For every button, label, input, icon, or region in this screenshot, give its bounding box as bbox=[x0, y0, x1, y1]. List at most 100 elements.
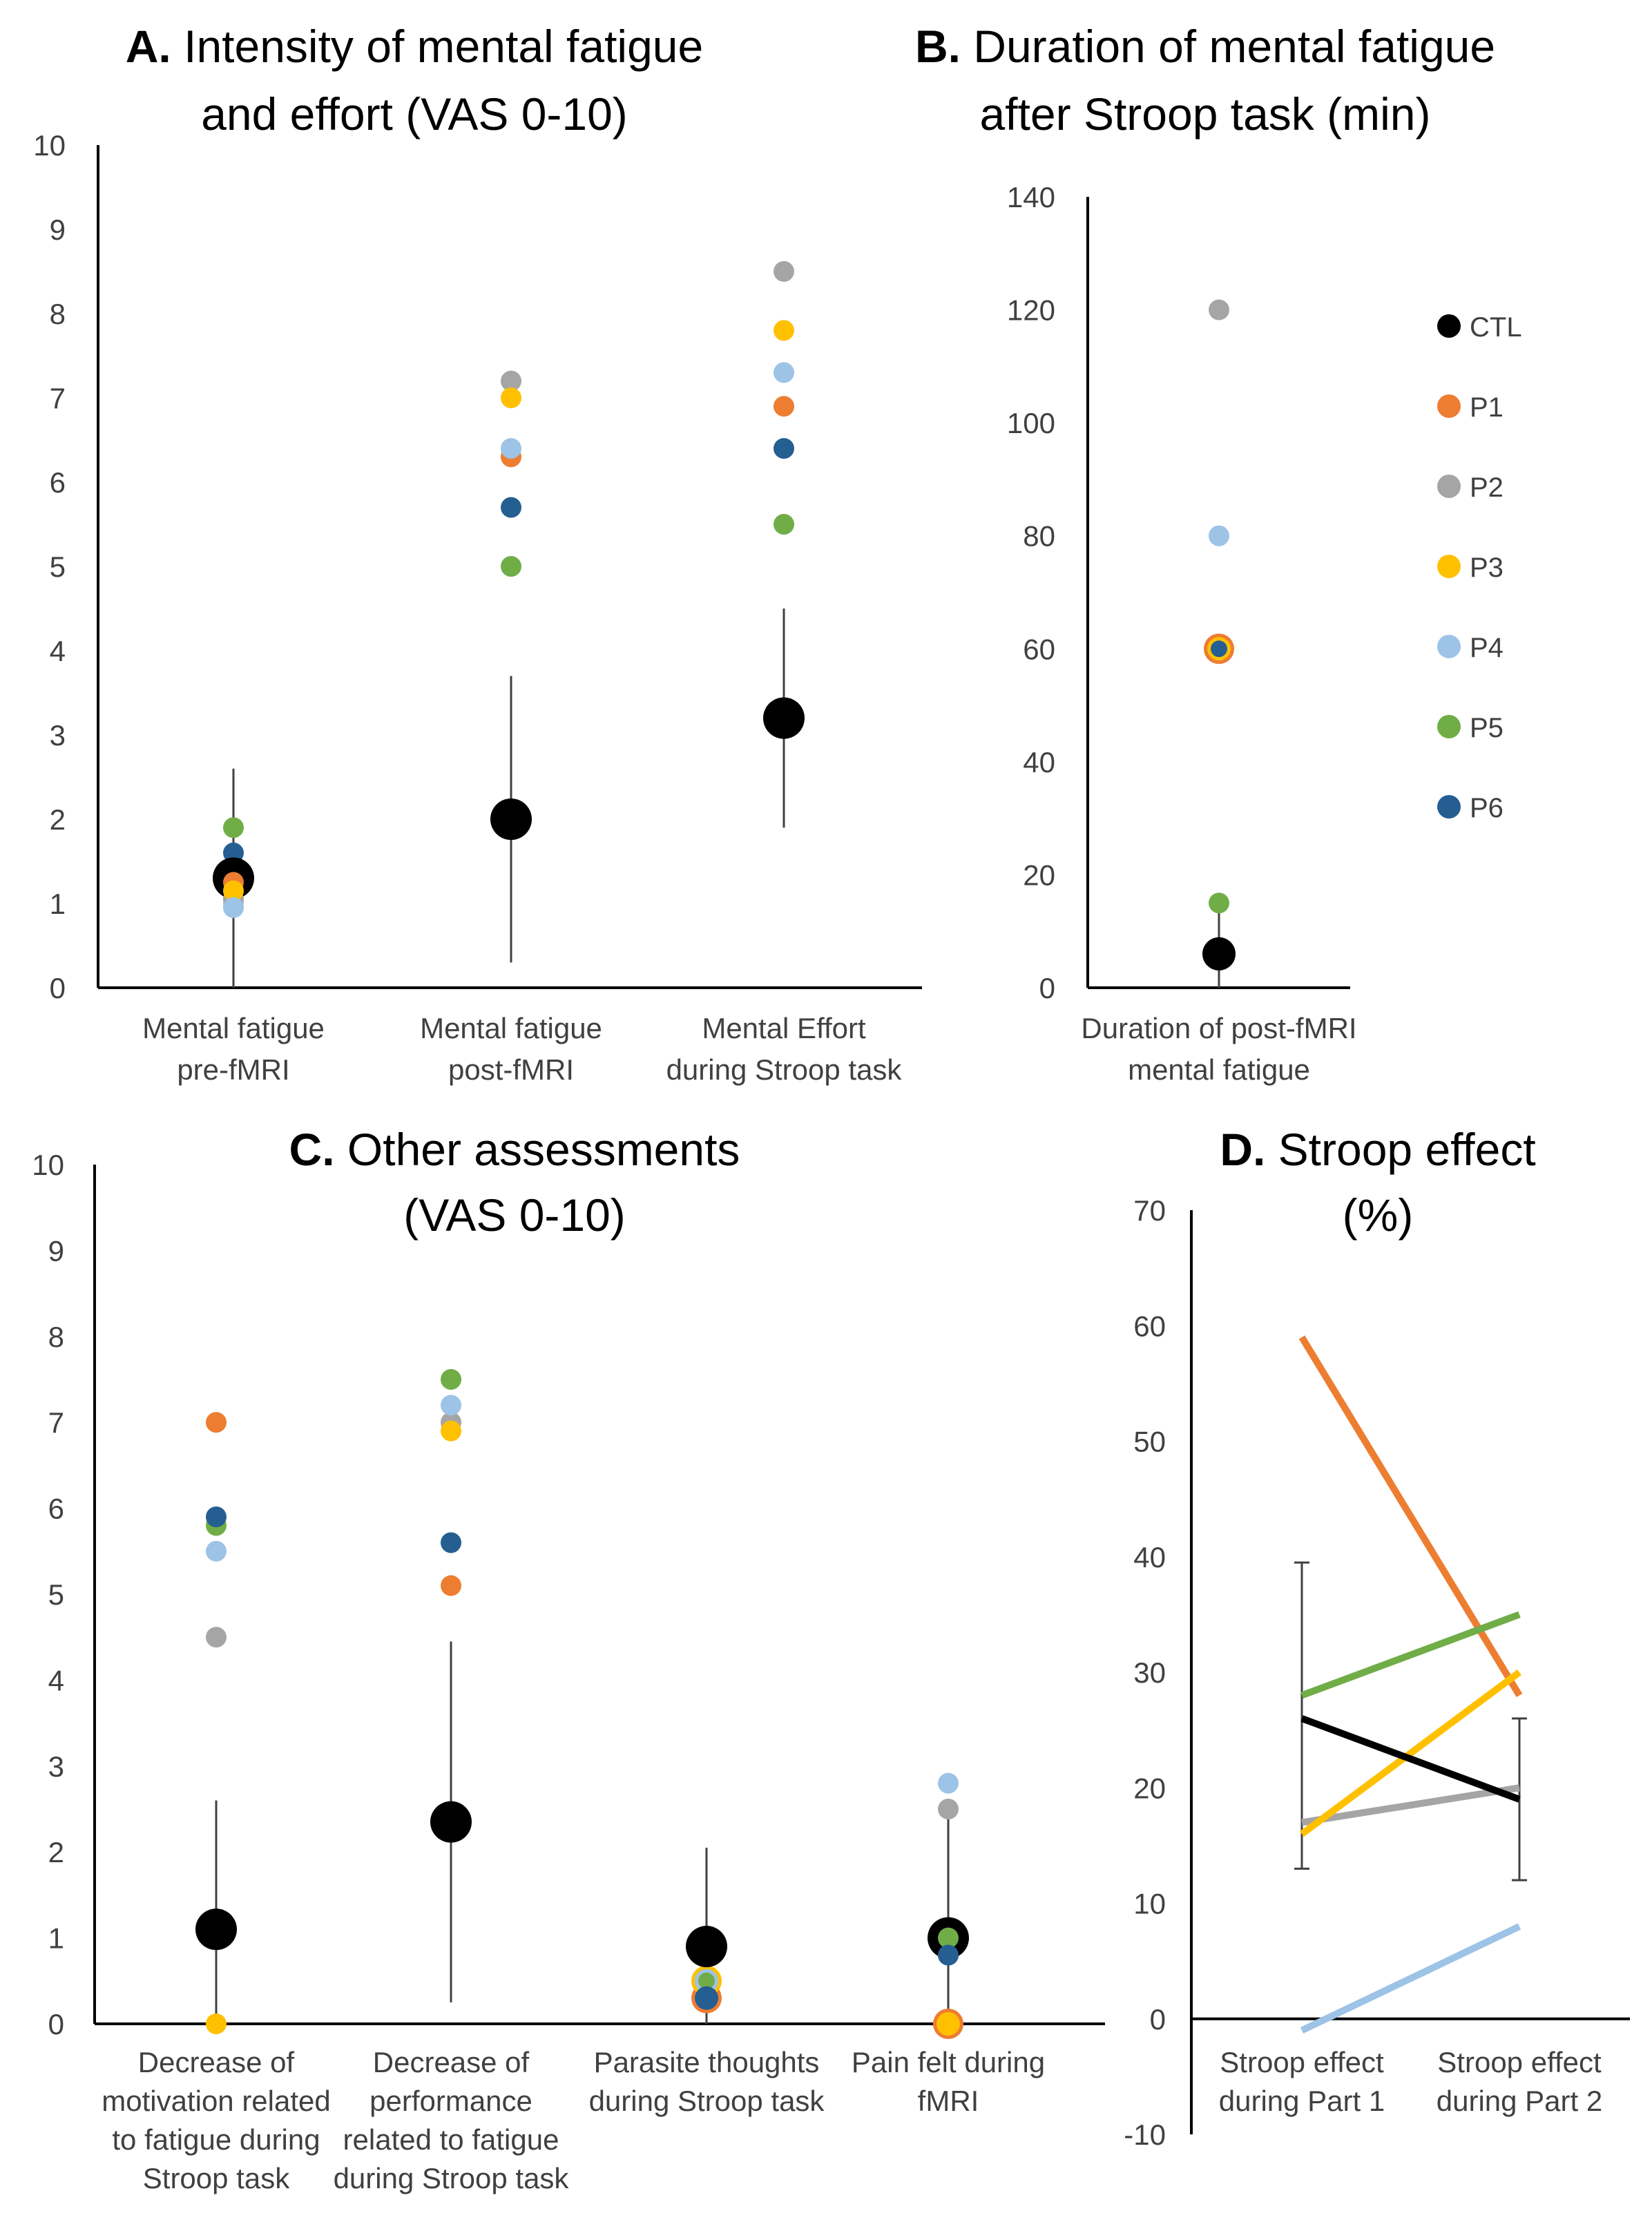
panel-A-title: A. Intensity of mental fatigue bbox=[126, 21, 703, 72]
panel-B-y-tick-label: 60 bbox=[1023, 633, 1055, 665]
panel-A-dot-p5 bbox=[774, 514, 794, 535]
panel-A-x-category-label: Mental fatigue bbox=[420, 1012, 602, 1044]
panel-C-x-category-label: during Stroop task bbox=[589, 2085, 825, 2117]
panel-B-x-category-label: Duration of post-fMRI bbox=[1081, 1012, 1356, 1044]
panel-C-dot-p4 bbox=[206, 1540, 227, 1562]
panel-C-title-line2: (VAS 0-10) bbox=[403, 1189, 626, 1241]
panel-D-title-prefix: D. bbox=[1220, 1124, 1278, 1175]
legend-marker-p1 bbox=[1437, 394, 1461, 418]
panel-B-y-tick-label: 80 bbox=[1023, 520, 1055, 553]
panel-D-title-text: Stroop effect bbox=[1278, 1124, 1536, 1175]
panel-B-y-tick-label: 140 bbox=[1007, 181, 1055, 213]
panel-C-y-tick-label: 4 bbox=[48, 1664, 64, 1696]
panel-D-y-tick-label: 0 bbox=[1150, 2003, 1166, 2036]
panel-C-x-category-label: performance bbox=[369, 2085, 532, 2117]
panel-A-dot-p5 bbox=[501, 556, 521, 577]
panel-A-title-prefix: A. bbox=[126, 21, 184, 72]
legend-marker-p6 bbox=[1437, 795, 1461, 819]
panel-D-y-tick-label: -10 bbox=[1124, 2118, 1166, 2151]
panel-D-line-p1 bbox=[1298, 1335, 1523, 1698]
legend-marker-p3 bbox=[1437, 555, 1461, 578]
panel-A-y-tick-label: 0 bbox=[50, 972, 66, 1004]
panel-B-title-prefix: B. bbox=[915, 21, 973, 72]
panel-C-y-tick-label: 10 bbox=[32, 1149, 64, 1181]
panel-C-dot-p4 bbox=[441, 1395, 461, 1416]
panel-B-dot-p6 bbox=[1211, 640, 1227, 658]
panel-B-x-category-label: mental fatigue bbox=[1128, 1053, 1310, 1086]
panel-A-dot-p5 bbox=[223, 817, 244, 839]
panel-A-dot-p2 bbox=[501, 370, 521, 392]
panel-D-title-line2: (%) bbox=[1343, 1189, 1414, 1241]
panel-D: -10 0 10 20 30 40 50 60 70 Stroop effect during Pa… bbox=[1124, 1194, 1630, 2151]
panel-A-dot-p3-front bbox=[223, 880, 244, 901]
legend-label-p2: P2 bbox=[1470, 472, 1504, 503]
panel-C-x-category-label: motivation related bbox=[102, 2085, 331, 2117]
panel-B-y-tick-label: 40 bbox=[1023, 746, 1055, 778]
panel-C-dot-p1 bbox=[441, 1575, 461, 1596]
panel-A-y-tick-label: 6 bbox=[50, 466, 66, 499]
panel-D-y-tick-label: 10 bbox=[1133, 1888, 1166, 1920]
panel-A-x-category-label: pre-fMRI bbox=[177, 1053, 289, 1086]
panel-D-line-ctl bbox=[1300, 1715, 1521, 1803]
legend-label-ctl: CTL bbox=[1470, 312, 1522, 343]
panel-C-dot-p3 bbox=[937, 2012, 960, 2036]
panel-C-x-category-label: Pain felt during bbox=[852, 2046, 1045, 2078]
panel-D-y-tick-label: 30 bbox=[1133, 1656, 1166, 1689]
panel-C-y-tick-label: 8 bbox=[48, 1321, 64, 1353]
panel-A-dot-ctl bbox=[763, 697, 805, 739]
panel-C-y-tick-label: 2 bbox=[48, 1836, 64, 1868]
panel-C-dot-p1 bbox=[206, 1412, 227, 1433]
panel-D-line-p2 bbox=[1301, 1784, 1520, 1826]
legend-label-p5: P5 bbox=[1470, 713, 1504, 743]
panel-C-y-tick-label: 7 bbox=[48, 1406, 64, 1439]
panel-A-x-category-label: Mental fatigue bbox=[142, 1012, 325, 1044]
panel-C-dot-p6-front bbox=[938, 1944, 959, 1966]
panel-B-title: B. Duration of mental fatigue bbox=[915, 21, 1495, 72]
panel-C-dot-p5 bbox=[441, 1369, 461, 1390]
panel-C-dot-p6 bbox=[695, 1986, 718, 2010]
panel-C-title: C. Other assessments bbox=[289, 1124, 740, 1175]
legend-marker-ctl bbox=[1437, 314, 1461, 338]
panel-C-y-tick-label: 1 bbox=[48, 1922, 64, 1955]
panel-D-y-tick-label: 50 bbox=[1133, 1426, 1166, 1458]
panel-C-dot-p6 bbox=[206, 1506, 227, 1528]
panel-C-x-category-label: related to fatigue bbox=[343, 2123, 559, 2156]
panel-A-dot-p2 bbox=[774, 261, 794, 282]
panel-C-dot-p5 bbox=[698, 1972, 715, 1989]
legend: CTL P1 P2 P3 P4 P5 P6 bbox=[1437, 312, 1522, 823]
panel-A-dot-p3 bbox=[501, 388, 521, 408]
panel-A-y-tick-label: 5 bbox=[50, 551, 66, 583]
panel-C-x-category-label: Stroop task bbox=[143, 2162, 290, 2194]
panel-A-x-category-label: post-fMRI bbox=[448, 1053, 574, 1086]
panel-C-dot-p6 bbox=[441, 1532, 461, 1553]
panel-C-y-tick-label: 0 bbox=[48, 2008, 64, 2040]
legend-label-p4: P4 bbox=[1470, 633, 1504, 663]
legend-marker-p4 bbox=[1437, 635, 1461, 658]
panel-C-x-category-label: Decrease of bbox=[373, 2046, 530, 2078]
panel-B-dot-p2 bbox=[1209, 299, 1229, 321]
panel-C-x-category-label: to fatigue during bbox=[112, 2123, 320, 2156]
panel-C-title-text: Other assessments bbox=[347, 1124, 740, 1175]
panel-A-dot-p4-front bbox=[223, 897, 244, 918]
panel-A-y-tick-label: 10 bbox=[33, 129, 66, 162]
panel-B-dot-p5 bbox=[1209, 892, 1229, 914]
panel-B-dot-p4 bbox=[1209, 525, 1229, 546]
panel-D-x-category-label: during Part 1 bbox=[1219, 2085, 1385, 2117]
panel-C-dot-ctl bbox=[430, 1801, 472, 1843]
panel-B: 0 20 40 60 80 100 120 140 Duration of post-fMRI m… bbox=[1007, 181, 1357, 1086]
panel-C-y-tick-label: 6 bbox=[48, 1493, 64, 1525]
panel-C-x-category-label: fMRI bbox=[918, 2085, 979, 2117]
panel-B-y-tick-label: 20 bbox=[1023, 859, 1055, 891]
panel-A-dot-p4 bbox=[501, 438, 521, 459]
panel-A-dot-p3 bbox=[774, 320, 794, 341]
panel-B-y-tick-label: 0 bbox=[1039, 972, 1055, 1004]
panel-D-line-p5 bbox=[1300, 1611, 1521, 1699]
panel-C-dot-p3 bbox=[441, 1420, 461, 1442]
panel-D-x-category-label: Stroop effect bbox=[1220, 2046, 1384, 2078]
panel-B-y-tick-label: 100 bbox=[1007, 407, 1055, 439]
panel-A-dot-ctl bbox=[490, 798, 532, 840]
panel-A-dot-p6 bbox=[223, 842, 244, 863]
panel-A-y-tick-label: 1 bbox=[50, 888, 66, 920]
